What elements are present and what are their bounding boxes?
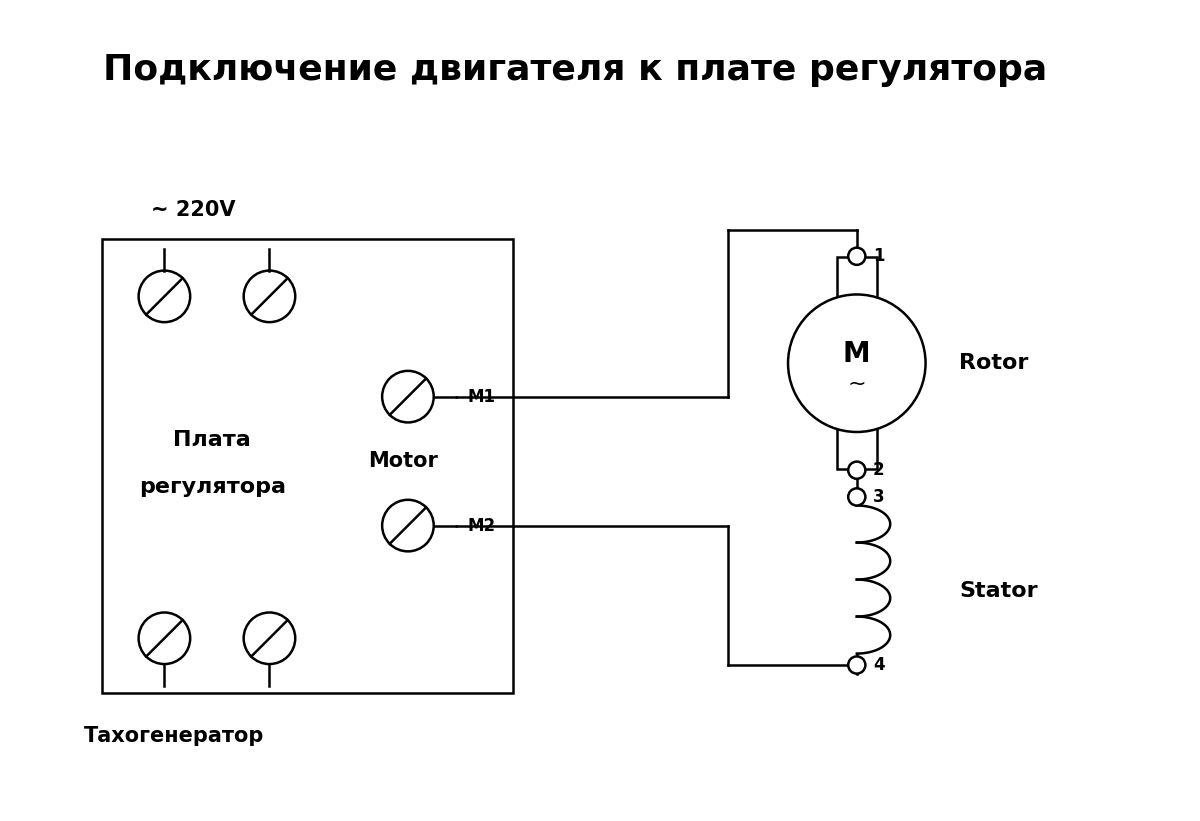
Circle shape [244, 612, 295, 664]
Text: ~ 220V: ~ 220V [151, 200, 235, 220]
Text: Плата: Плата [173, 429, 251, 450]
Circle shape [139, 612, 190, 664]
Circle shape [848, 488, 865, 506]
Circle shape [848, 657, 865, 673]
Circle shape [848, 461, 865, 479]
Circle shape [382, 500, 433, 552]
Circle shape [382, 371, 433, 423]
Text: Тахогенератор: Тахогенератор [84, 726, 264, 746]
Text: 4: 4 [874, 656, 884, 674]
Circle shape [139, 271, 190, 322]
Text: 3: 3 [874, 488, 884, 506]
Text: M: M [842, 340, 871, 368]
Circle shape [244, 271, 295, 322]
Bar [836, 257, 877, 300]
Text: 2: 2 [874, 461, 884, 479]
Bar [836, 426, 877, 470]
Circle shape [848, 248, 865, 265]
Text: M1: M1 [467, 388, 496, 406]
Text: Motor: Motor [368, 451, 438, 471]
Bar [102, 239, 512, 693]
Text: 1: 1 [874, 247, 884, 265]
Text: Stator: Stator [959, 580, 1038, 600]
Text: M2: M2 [467, 516, 496, 534]
Text: Rotor: Rotor [959, 353, 1028, 374]
Text: регулятора: регулятора [139, 477, 286, 498]
Text: Подключение двигателя к плате регулятора: Подключение двигателя к плате регулятора [103, 53, 1048, 87]
Text: ~: ~ [847, 374, 866, 394]
Circle shape [788, 295, 925, 432]
